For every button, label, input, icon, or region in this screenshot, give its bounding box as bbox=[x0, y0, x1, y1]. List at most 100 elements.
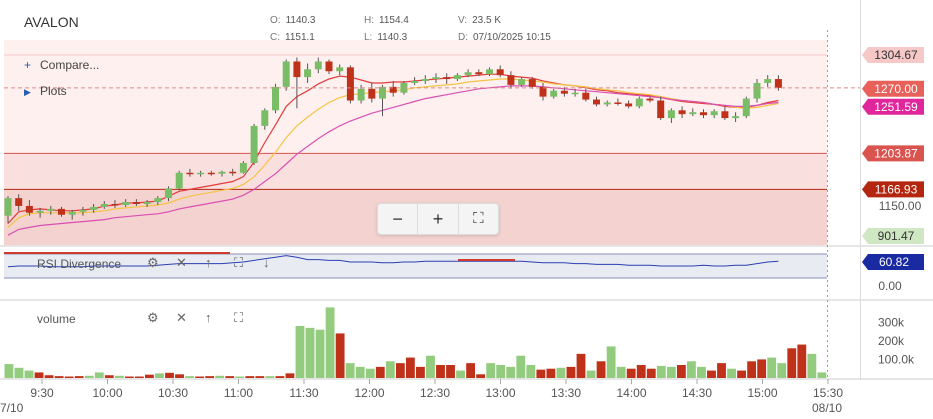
indicator-line bbox=[7, 85, 779, 236]
volume-bar bbox=[104, 375, 114, 378]
candle bbox=[689, 108, 697, 117]
volume-bar bbox=[305, 327, 315, 378]
candle bbox=[550, 88, 558, 99]
candle bbox=[700, 109, 707, 119]
candle bbox=[165, 186, 172, 202]
volume-bar bbox=[165, 372, 174, 378]
gear-icon[interactable]: ⚙ bbox=[147, 255, 159, 270]
volume-bar bbox=[426, 355, 435, 378]
volume-bar bbox=[185, 376, 194, 378]
candle-body bbox=[197, 172, 205, 175]
volume-bar bbox=[395, 363, 405, 378]
candle-body bbox=[79, 209, 87, 212]
price-label: 1270.00 bbox=[862, 80, 924, 97]
volume-bar bbox=[245, 376, 255, 378]
candle bbox=[58, 206, 65, 217]
volume-bar bbox=[717, 363, 726, 378]
price-label-text: 901.47 bbox=[878, 229, 915, 243]
price-label-text: 1270.00 bbox=[874, 82, 918, 96]
price-label-box bbox=[862, 80, 924, 97]
volume-bar bbox=[335, 333, 345, 378]
close-icon[interactable]: ✕ bbox=[176, 310, 187, 325]
candle bbox=[528, 77, 536, 89]
triangle-right-icon: ▶ bbox=[24, 87, 31, 97]
ohlc-open: O: 1140.3 bbox=[270, 15, 316, 26]
time-tick-label: 13:30 bbox=[551, 386, 581, 400]
volume-bar bbox=[285, 373, 295, 378]
volume-bar bbox=[255, 376, 265, 378]
volume-bar bbox=[817, 372, 827, 378]
zoom-in-button[interactable]: + bbox=[417, 204, 457, 234]
volume-axis-tick: 300k bbox=[878, 315, 905, 329]
candle-body bbox=[603, 102, 611, 105]
candle-body bbox=[111, 204, 119, 206]
volume-bar bbox=[235, 376, 245, 378]
price-label-text: 1304.67 bbox=[874, 48, 918, 62]
arrow-up-icon[interactable]: ↑ bbox=[205, 310, 212, 325]
volume-bar bbox=[195, 376, 205, 378]
price-label: 1304.67 bbox=[862, 46, 924, 63]
volume-bar bbox=[707, 370, 716, 378]
candle-body bbox=[518, 79, 526, 85]
candle-body bbox=[100, 204, 108, 207]
candle-body bbox=[593, 99, 600, 105]
time-tick-label: 15:30 bbox=[813, 386, 843, 400]
ohlc-volume: V: 23.5 K bbox=[458, 15, 501, 26]
candle-body bbox=[657, 100, 665, 119]
plots-button[interactable]: ▶ Plots bbox=[24, 84, 67, 98]
candle bbox=[79, 206, 87, 216]
close-icon[interactable]: ✕ bbox=[176, 255, 187, 270]
price-label-text: 1166.93 bbox=[875, 182, 918, 196]
candle bbox=[90, 204, 98, 213]
fullscreen-button[interactable]: ⛶ bbox=[457, 204, 498, 234]
arrow-up-icon[interactable]: ↑ bbox=[205, 255, 212, 270]
volume-bar bbox=[375, 366, 385, 378]
candle-body bbox=[143, 202, 151, 204]
candle-body bbox=[678, 110, 686, 115]
volume-bar bbox=[44, 375, 54, 378]
price-band-middle bbox=[4, 153, 827, 190]
candle-body bbox=[443, 77, 451, 80]
zoom-out-button[interactable]: − bbox=[392, 209, 403, 229]
candle bbox=[710, 109, 718, 119]
candle bbox=[346, 65, 354, 104]
candle bbox=[560, 86, 568, 97]
candle bbox=[207, 170, 215, 176]
volume-bar bbox=[636, 365, 646, 378]
volume-bar bbox=[646, 368, 656, 378]
time-tick-label: 9:30 bbox=[30, 386, 54, 400]
candle-body bbox=[229, 171, 237, 174]
candle-body bbox=[325, 61, 333, 72]
volume-bar bbox=[516, 355, 526, 378]
time-tick-label: 12:30 bbox=[420, 386, 450, 400]
time-tick-label: 13:00 bbox=[485, 386, 515, 400]
volume-bar bbox=[476, 374, 486, 378]
arrow-down-icon[interactable]: ↓ bbox=[263, 255, 270, 270]
candle-body bbox=[132, 202, 140, 204]
price-label-box bbox=[862, 228, 924, 244]
candle-body bbox=[25, 205, 33, 213]
candle bbox=[293, 57, 301, 109]
candle-body bbox=[165, 188, 172, 199]
volume-bar bbox=[124, 376, 134, 378]
price-label: 1251.59 bbox=[862, 98, 924, 115]
compare-button[interactable]: + Compare... bbox=[24, 58, 100, 72]
candle-body bbox=[58, 208, 65, 215]
candle-body bbox=[4, 198, 12, 216]
expand-icon[interactable]: ⛶ bbox=[234, 255, 244, 270]
candle-body bbox=[614, 102, 622, 104]
candle bbox=[111, 200, 119, 208]
candle-body bbox=[293, 61, 301, 78]
zoom-controls: − + ⛶ bbox=[377, 203, 499, 235]
gear-icon[interactable]: ⚙ bbox=[147, 310, 159, 325]
candle bbox=[239, 161, 247, 174]
candle bbox=[229, 168, 237, 176]
volume-bar bbox=[536, 369, 546, 378]
candle bbox=[593, 96, 600, 107]
candle bbox=[421, 75, 429, 84]
candle-body bbox=[186, 172, 194, 175]
candle-body bbox=[710, 111, 718, 116]
expand-icon[interactable]: ⛶ bbox=[234, 310, 244, 325]
candle-body bbox=[550, 90, 558, 97]
